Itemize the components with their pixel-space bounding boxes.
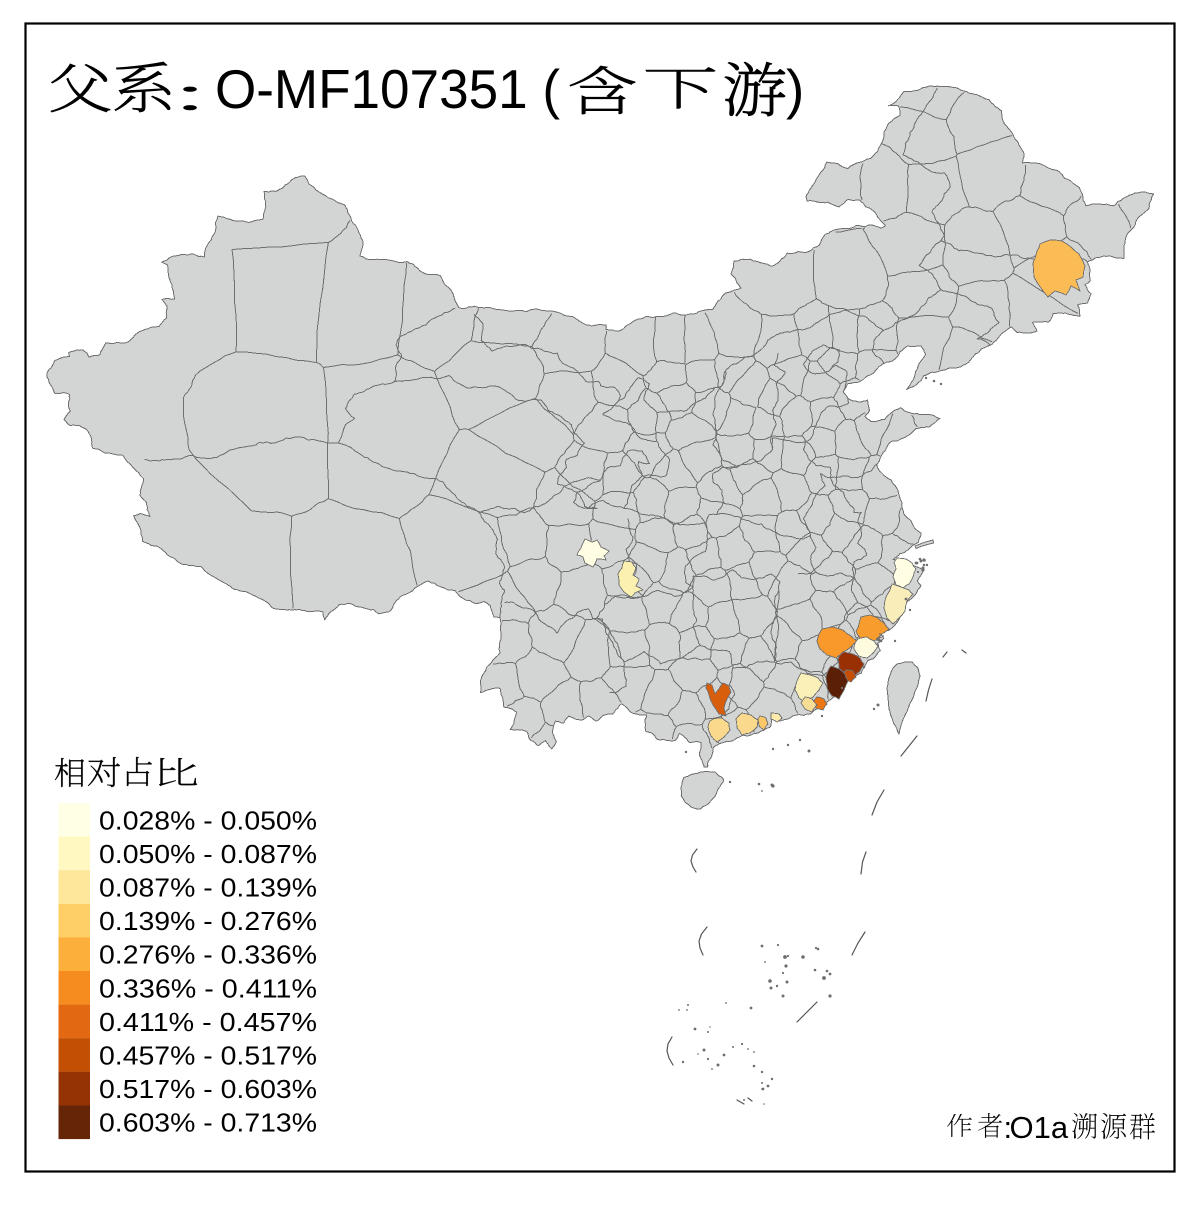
svg-text:0.028% - 0.050%: 0.028% - 0.050% [99,805,317,835]
svg-text:0.457% - 0.517%: 0.457% - 0.517% [99,1041,317,1071]
svg-text:O1a: O1a [1010,1110,1069,1145]
svg-text:): ) [786,58,804,120]
svg-text:0.050% - 0.087%: 0.050% - 0.087% [99,839,317,869]
svg-text:0.517% - 0.603%: 0.517% - 0.603% [99,1074,317,1104]
svg-text::: : [1004,1110,1013,1145]
svg-text:0.411% - 0.457%: 0.411% - 0.457% [99,1007,317,1037]
svg-text:0.139% - 0.276%: 0.139% - 0.276% [99,906,317,936]
svg-text:0.087% - 0.139%: 0.087% - 0.139% [99,873,317,903]
svg-text:0.276% - 0.336%: 0.276% - 0.336% [99,940,317,970]
svg-text:0.603% - 0.713%: 0.603% - 0.713% [99,1108,317,1138]
svg-text:O-MF107351 (: O-MF107351 ( [215,58,560,120]
svg-text:0.336% - 0.411%: 0.336% - 0.411% [99,973,317,1003]
